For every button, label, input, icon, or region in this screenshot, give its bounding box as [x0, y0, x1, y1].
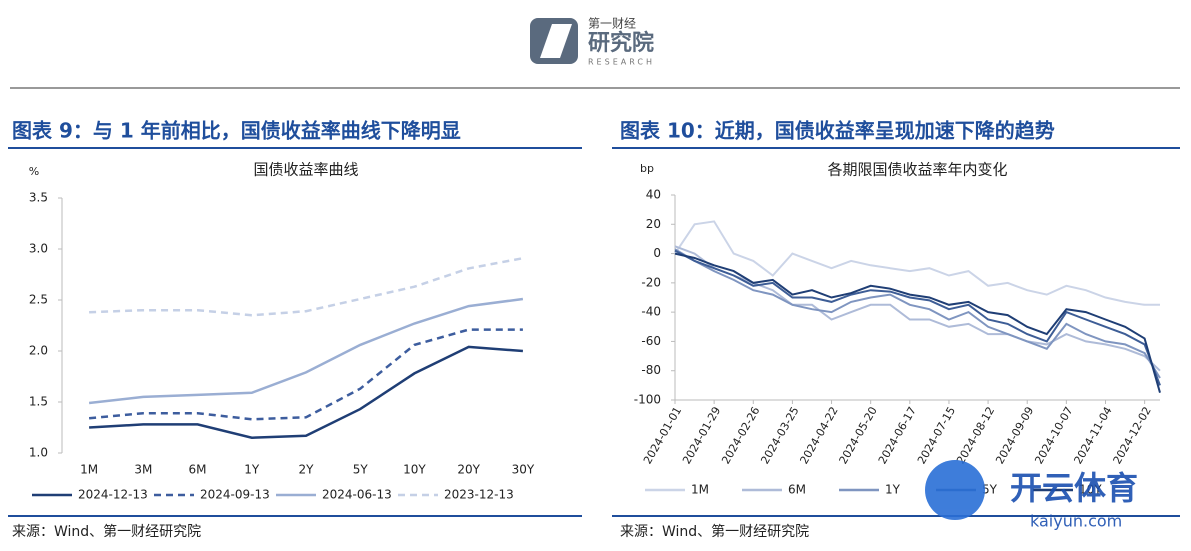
source-note: 来源：Wind、第一财经研究院 — [12, 523, 201, 540]
y-tick-label: 20 — [646, 217, 661, 231]
x-tick-label: 30Y — [512, 463, 535, 477]
x-tick-label: 2024-04-22 — [798, 405, 841, 467]
logo-brand: 第一财经 — [588, 17, 636, 31]
series-line — [674, 252, 1161, 393]
watermark-site: kaiyun.com — [1030, 512, 1122, 531]
legend-label: 5Y — [982, 483, 998, 497]
legend-label: 2024-12-13 — [78, 488, 148, 502]
series-line — [89, 345, 523, 439]
y-tick-label: 3.5 — [29, 191, 48, 205]
series-line — [88, 328, 523, 421]
x-tick-label: 2024-10-07 — [1032, 405, 1075, 467]
legend-label: 6M — [788, 483, 806, 497]
logo: 第一财经 研究院 RESEARCH — [530, 17, 655, 67]
logo-name: 研究院 — [588, 30, 654, 56]
x-tick-label: 2024-01-01 — [641, 405, 684, 467]
x-tick-label: 2024-11-04 — [1071, 405, 1114, 467]
y-tick-label: 2.5 — [29, 293, 48, 307]
y-tick-label: 40 — [646, 188, 661, 202]
series-line — [674, 245, 1161, 372]
panel-title: 图表 9：与 1 年前相比，国债收益率曲线下降明显 — [12, 119, 461, 143]
y-tick-label: -100 — [634, 393, 661, 407]
y-tick-label: -20 — [641, 275, 661, 289]
y-tick-label: 1.0 — [29, 446, 48, 460]
charts: 国债收益率曲线% 1.0 1.5 2.0 2.5 3.0 3.5 1M 3M 6M 1Y 2Y 5Y 10… — [29, 161, 1161, 502]
y-axis-label: bp — [640, 162, 654, 175]
x-tick-label: 2Y — [299, 463, 315, 477]
series-line — [88, 297, 524, 405]
panel-title: 图表 10：近期，国债收益率呈现加速下降的趋势 — [620, 119, 1055, 143]
x-tick-label: 2024-07-15 — [915, 405, 958, 467]
y-tick-label: -40 — [641, 305, 661, 319]
chart-title: 各期限国债收益率年内变化 — [827, 161, 1007, 179]
x-tick-label: 2024-12-02 — [1111, 405, 1154, 467]
x-tick-label: 2024-09-09 — [993, 405, 1036, 467]
legend-label: 1M — [691, 483, 709, 497]
y-tick-label: -80 — [641, 363, 661, 377]
watermark-logo — [925, 460, 985, 520]
series-line — [89, 256, 524, 317]
legend-label: 1Y — [885, 483, 901, 497]
x-tick-label: 2024-06-17 — [876, 405, 919, 467]
y-tick-label: 1.5 — [29, 395, 48, 409]
x-tick-label: 2024-08-12 — [954, 404, 997, 466]
x-tick-label: 6M — [189, 463, 207, 477]
x-tick-label: 2024-03-25 — [758, 405, 801, 467]
series-line — [674, 220, 1160, 306]
logo-sub: RESEARCH — [588, 58, 655, 67]
legend-label: 2024-06-13 — [322, 488, 392, 502]
legend-label: 2024-09-13 — [200, 488, 270, 502]
y-tick-label: 3.0 — [29, 242, 48, 256]
y-axis-label: % — [29, 165, 39, 178]
x-tick-label: 2024-05-20 — [837, 405, 880, 467]
x-tick-label: 2024-02-26 — [719, 405, 762, 467]
source-note: 来源：Wind、第一财经研究院 — [620, 523, 809, 540]
y-tick-label: 2.0 — [29, 344, 48, 358]
logo-shape — [540, 24, 572, 58]
legend-label: 10Y — [1079, 483, 1102, 497]
x-tick-label: 1M — [80, 463, 98, 477]
series-line — [674, 248, 1161, 379]
watermark-name: 开云体育 — [1010, 469, 1138, 507]
chart-title: 国债收益率曲线 — [253, 161, 358, 179]
watermark: 开云体育 kaiyun.com — [925, 460, 1138, 531]
x-tick-label: 20Y — [457, 463, 480, 477]
x-tick-label: 5Y — [353, 463, 369, 477]
x-tick-label: 1Y — [244, 463, 260, 477]
y-tick-label: 0 — [653, 246, 661, 260]
y-tick-label: -60 — [641, 334, 661, 348]
x-tick-label: 3M — [134, 463, 152, 477]
series-line — [674, 249, 1161, 386]
legend-label: 2023-12-13 — [444, 488, 514, 502]
x-tick-label: 10Y — [403, 463, 426, 477]
x-tick-label: 2024-01-29 — [680, 405, 723, 467]
